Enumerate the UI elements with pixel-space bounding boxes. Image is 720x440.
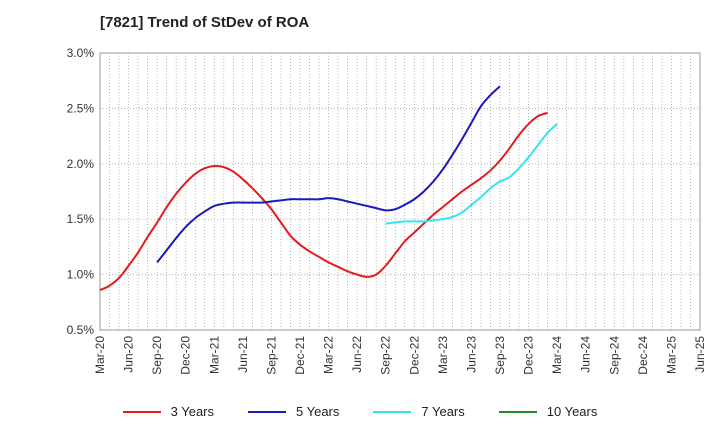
legend-label-5y: 5 Years [296,404,340,419]
x-tick-label: Mar-20 [93,336,107,374]
y-tick-label: 1.5% [67,212,95,226]
x-tick-label: Jun-25 [693,336,707,373]
legend-item-10y: 10 Years [498,404,598,419]
y-tick-label: 2.0% [67,157,95,171]
y-tick-label: 3.0% [67,46,95,60]
plot-area [99,52,701,331]
legend-label-10y: 10 Years [546,404,598,419]
legend-label-7y: 7 Years [421,404,465,419]
legend-swatch-5y [248,410,286,413]
x-tick-label: Sep-21 [264,336,278,375]
legend-label-3y: 3 Years [170,404,214,419]
legend-item-3y: 3 Years [122,404,214,419]
series-line-7-years [385,123,558,225]
y-tick-label: 0.5% [67,323,95,337]
x-tick-label: Sep-24 [607,336,621,375]
x-tick-label: Dec-22 [407,336,421,375]
y-tick-label: 1.0% [67,268,95,282]
chart-labels: 0.5% 1.0% 1.5% 2.0% 2.5% 3.0% Mar-20 Jun-20 Sep-… [67,46,707,375]
x-tick-label: Sep-22 [379,336,393,375]
x-tick-label: Jun-20 [122,336,136,373]
chart-legend: 3 Years 5 Years 7 Years 10 Years [0,404,720,419]
x-tick-label: Sep-23 [493,336,507,375]
chart-lines [99,85,558,292]
legend-item-7y: 7 Years [373,404,465,419]
x-tick-label: Jun-21 [236,336,250,373]
legend-swatch-10y [498,410,537,413]
x-tick-label: Mar-25 [664,336,678,374]
legend-swatch-7y [373,410,412,413]
x-tick-label: Mar-24 [550,336,564,374]
x-tick-label: Dec-24 [636,336,650,375]
y-tick-label: 2.5% [67,101,95,115]
x-tick-label: Jun-23 [464,336,478,373]
x-tick-label: Dec-21 [293,336,307,375]
series-line-3-years [99,111,548,292]
chart-grid [99,52,701,331]
x-tick-label: Jun-24 [579,336,593,373]
series-line-5-years [156,85,501,264]
x-tick-label: Dec-20 [179,336,193,375]
x-tick-label: Mar-22 [322,336,336,374]
x-tick-label: Mar-21 [207,336,221,374]
x-tick-label: Mar-23 [436,336,450,374]
legend-swatch-3y [122,410,161,413]
x-tick-label: Dec-23 [522,336,536,375]
page-title: [7821] Trend of StDev of ROA [100,14,310,31]
x-tick-label: Jun-22 [350,336,364,373]
legend-item-5y: 5 Years [248,404,339,419]
x-tick-label: Sep-20 [150,336,164,375]
